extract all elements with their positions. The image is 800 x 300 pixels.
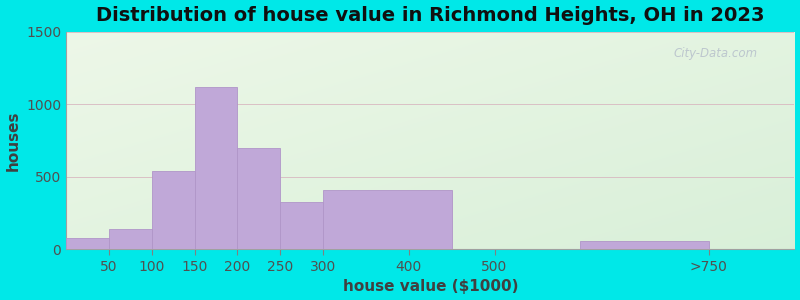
Text: City-Data.com: City-Data.com	[674, 47, 758, 60]
Bar	[238, 148, 280, 250]
Bar	[580, 241, 709, 250]
X-axis label: house value ($1000): house value ($1000)	[342, 279, 518, 294]
Bar	[66, 238, 109, 250]
Bar	[323, 190, 452, 250]
Bar	[194, 87, 238, 250]
Bar	[280, 202, 323, 250]
Y-axis label: houses: houses	[6, 110, 21, 171]
Title: Distribution of house value in Richmond Heights, OH in 2023: Distribution of house value in Richmond …	[96, 6, 765, 25]
Bar	[109, 229, 152, 250]
Bar	[152, 171, 194, 250]
